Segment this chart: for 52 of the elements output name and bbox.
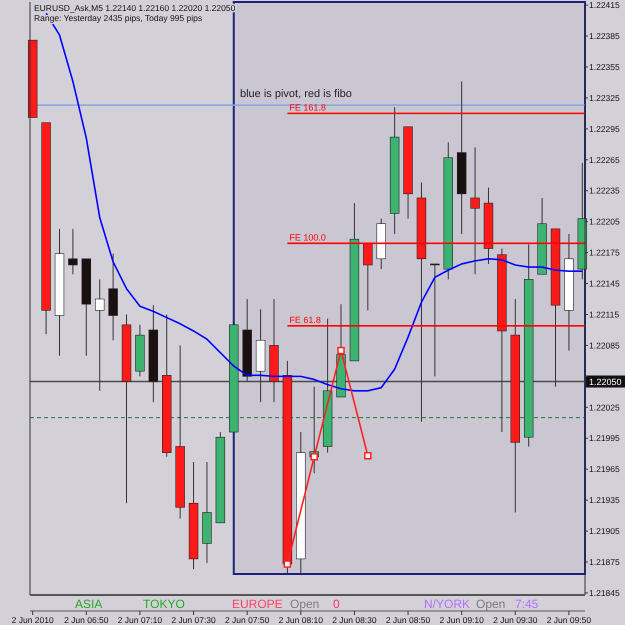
point (310, 453, 318, 461)
y-tick-label: 1.21905 (589, 526, 620, 536)
x-tick-label: 2 Jun 09:30 (493, 615, 538, 625)
x-tick-label: 2 Jun 08:50 (386, 615, 431, 625)
series-label: FE 61.8 (289, 314, 321, 325)
y-tick-label: 1.22235 (589, 186, 620, 196)
series-label: FE 161.8 (289, 102, 326, 112)
y-tick-label: 1.22415 (589, 0, 620, 10)
x-tick-label: 2 Jun 09:50 (546, 615, 592, 625)
text: Open (476, 597, 506, 611)
text: TOKYO (143, 597, 185, 611)
text: 0 (333, 597, 340, 611)
x-tick-label: 2 Jun 09:10 (439, 615, 484, 625)
y-tick-label: 1.21845 (589, 588, 620, 598)
ref-line-label: 1.22050 (589, 377, 622, 388)
point (284, 560, 292, 568)
x-tick-label: 2 Jun 08:10 (278, 615, 324, 625)
text: Open (290, 597, 320, 611)
y-tick-label: 1.21875 (589, 557, 620, 567)
candlestick (430, 263, 440, 377)
text: 7:45 (515, 597, 539, 611)
y-tick-label: 1.22265 (589, 154, 620, 165)
point (364, 452, 372, 460)
y-tick-label: 1.21995 (589, 433, 620, 444)
y-tick-label: 1.22385 (589, 31, 620, 42)
y-tick-label: 1.22145 (589, 278, 620, 289)
point (337, 346, 345, 354)
text: ASIA (75, 597, 102, 611)
y-tick-label: 1.22115 (589, 309, 620, 320)
text: N/YORK (424, 597, 470, 611)
y-tick-label: 1.22085 (589, 340, 620, 350)
y-tick-label: 1.21935 (589, 495, 620, 506)
x-tick-label: 2 Jun 07:10 (118, 615, 162, 625)
candlestick (470, 146, 480, 275)
x-tick-label: 2 Jun 07:30 (171, 615, 216, 625)
y-tick-label: 1.22205 (589, 216, 620, 227)
x-tick-label: 2 Jun 06:50 (64, 615, 109, 625)
candlestick (68, 228, 78, 275)
y-tick-label: 1.22175 (589, 248, 620, 258)
y-tick-label: 1.22355 (589, 62, 620, 72)
y-tick-label: 1.22325 (589, 92, 620, 103)
candlestick (363, 242, 373, 311)
x-tick-label: 2 Jun 07:50 (224, 615, 270, 625)
candlestick (94, 278, 104, 392)
x-tick-label: 2 Jun 08:30 (332, 615, 377, 625)
x-tick-label: 2 Jun 2010 (12, 615, 54, 625)
y-tick-label: 1.22295 (589, 124, 620, 134)
y-tick-label: 1.21965 (589, 464, 620, 474)
y-tick-label: 1.22025 (589, 402, 620, 412)
text: EUROPE (232, 597, 283, 611)
series-label: FE 100.0 (289, 232, 326, 242)
annotation: blue is pivot, red is fibo (240, 88, 352, 100)
